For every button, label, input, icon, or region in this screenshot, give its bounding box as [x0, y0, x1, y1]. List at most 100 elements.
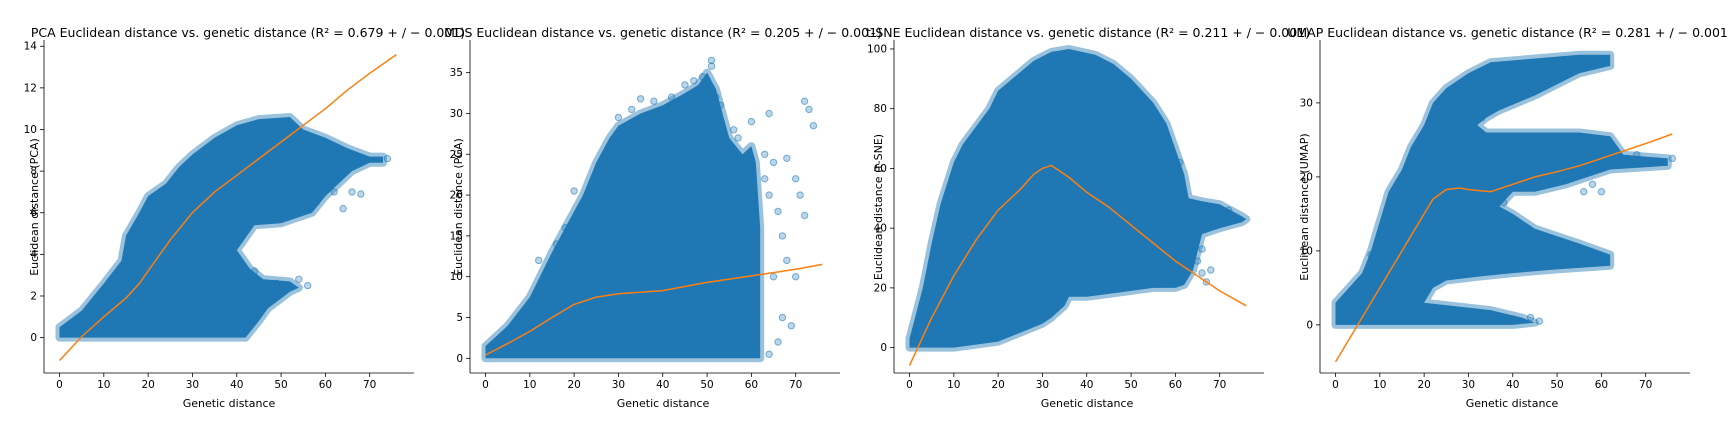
chart-title: MDS Euclidean distance vs. genetic dista… [444, 25, 882, 40]
scatter-point [1224, 206, 1233, 214]
x-tick-label: 20 [141, 379, 154, 391]
plot-area [1331, 50, 1677, 363]
x-tick-label: 0 [906, 379, 913, 391]
x-tick-label: 50 [274, 379, 287, 391]
scatter-point [712, 93, 720, 101]
x-tick-label: 60 [1595, 379, 1608, 391]
scatter-point [792, 175, 800, 183]
scatter-point [383, 154, 392, 163]
scatter-point [747, 117, 756, 126]
scatter-point [1500, 199, 1508, 207]
x-tick-label: 30 [1036, 379, 1049, 391]
x-tick-label: 70 [789, 379, 802, 391]
y-tick-label: 0 [1306, 319, 1313, 331]
scatter-point-cloud [481, 68, 765, 363]
scatter-point [1526, 313, 1535, 322]
scatter-point [787, 322, 795, 330]
scatter-point [778, 232, 787, 240]
y-tick-label: 60 [874, 163, 887, 175]
y-tick-label: 80 [874, 103, 887, 115]
scatter-point [774, 207, 782, 216]
chart-title: UMAP Euclidean distance vs. genetic dist… [1287, 25, 1728, 40]
scatter-point [783, 154, 791, 163]
chart-panel-umap: UMAP Euclidean distance vs. genetic dist… [1287, 25, 1728, 410]
x-tick-label: 60 [319, 379, 332, 391]
x-tick-label: 0 [1332, 379, 1339, 391]
scatter-point [774, 338, 782, 346]
x-tick-label: 20 [1417, 379, 1430, 391]
x-tick-label: 40 [230, 379, 243, 391]
x-tick-label: 0 [56, 379, 63, 391]
y-tick-label: 25 [450, 149, 463, 161]
scatter-point [805, 105, 813, 114]
scatter-point [1229, 215, 1237, 223]
plot-area [905, 45, 1251, 366]
scatter-point [1176, 158, 1184, 167]
x-tick-label: 0 [482, 379, 489, 391]
y-tick-label: 30 [450, 108, 463, 120]
scatter-point [1193, 257, 1202, 265]
x-tick-label: 60 [745, 379, 758, 391]
x-tick-label: 60 [1169, 379, 1182, 391]
scatter-point [535, 256, 543, 265]
y-tick-label: 10 [1300, 245, 1313, 257]
scatter-point [730, 126, 738, 134]
scatter-point [809, 122, 818, 130]
scatter-point [1588, 180, 1597, 189]
fit-line [1334, 133, 1673, 363]
scatter-point [636, 95, 645, 103]
scatter-point [250, 267, 259, 275]
scatter-point [1580, 188, 1588, 196]
y-tick-label: 0 [456, 353, 463, 365]
scatter-point [330, 188, 338, 196]
y-tick-label: 20 [1300, 171, 1313, 183]
scatter-point [259, 296, 267, 304]
scatter-point [707, 62, 716, 70]
chart-title: t-SNE Euclidean distance vs. genetic dis… [866, 25, 1310, 40]
x-tick-label: 70 [363, 379, 376, 391]
scatter-point [1162, 134, 1171, 143]
y-tick-label: 14 [24, 41, 38, 53]
x-tick-label: 30 [186, 379, 199, 391]
y-axis-label: Euclidean distance (PCA) [28, 138, 41, 276]
scatter-point [769, 158, 778, 167]
scatter-point [1513, 173, 1521, 181]
chart-panel-tsne: t-SNE Euclidean distance vs. genetic dis… [866, 25, 1310, 410]
scatter-point [765, 109, 773, 118]
scatter-point [1615, 158, 1623, 166]
y-tick-label: 8 [30, 166, 37, 178]
x-axis-label: Genetic distance [617, 397, 710, 410]
scatter-point [778, 313, 787, 322]
scatter-point [561, 224, 569, 232]
x-tick-label: 70 [1213, 379, 1226, 391]
x-tick-label: 40 [656, 379, 669, 391]
scatter-point [628, 105, 636, 114]
y-tick-label: 15 [450, 230, 463, 242]
y-tick-label: 30 [1300, 97, 1313, 109]
chart-panel-pca: PCA Euclidean distance vs. genetic dista… [24, 25, 466, 410]
scatter-point [765, 191, 773, 199]
scatter-point [800, 211, 809, 220]
x-tick-label: 10 [523, 379, 536, 391]
x-axis-label: Genetic distance [1466, 397, 1559, 410]
scatter-point [1393, 225, 1402, 233]
scatter-point-cloud [1331, 50, 1672, 329]
scatter-point [716, 101, 725, 110]
scatter-point [800, 97, 809, 105]
x-tick-label: 40 [1506, 379, 1519, 391]
y-tick-label: 20 [874, 282, 887, 294]
scatter-point [224, 261, 232, 269]
scatter-point [707, 56, 716, 65]
scatter-point [765, 350, 773, 358]
scatter-point [690, 77, 698, 85]
scatter-point [761, 150, 769, 159]
scatter-point [783, 256, 791, 265]
scatter-point [734, 134, 742, 142]
y-tick-label: 100 [867, 43, 887, 55]
scatter-point [312, 198, 321, 207]
scatter-point [1207, 266, 1215, 274]
chart-title: PCA Euclidean distance vs. genetic dista… [31, 25, 465, 40]
scatter-point [272, 279, 281, 288]
x-tick-label: 50 [1124, 379, 1137, 391]
